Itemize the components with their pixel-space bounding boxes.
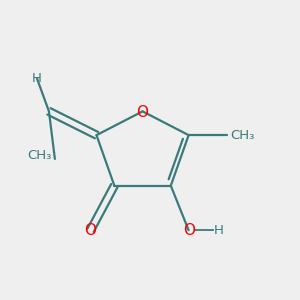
Text: O: O [183,223,195,238]
Text: O: O [85,223,97,238]
Text: O: O [136,105,148,120]
Text: CH₃: CH₃ [230,129,255,142]
Text: CH₃: CH₃ [28,149,52,162]
Text: H: H [213,224,223,237]
Text: H: H [32,72,42,85]
